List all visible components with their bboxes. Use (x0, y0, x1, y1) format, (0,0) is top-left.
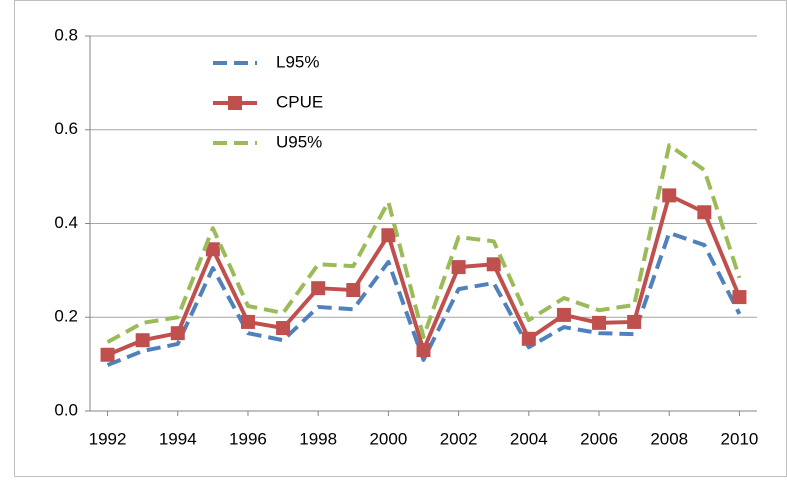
data-point (416, 343, 431, 358)
data-point (276, 321, 291, 336)
data-point (732, 290, 747, 305)
data-point (311, 281, 326, 296)
series-line (106, 143, 742, 344)
legend-label: L95% (276, 52, 319, 71)
x-tick-label: 1992 (89, 429, 127, 448)
x-tick-label: 1994 (159, 429, 197, 448)
data-point (521, 331, 536, 346)
legend-label: CPUE (276, 92, 323, 111)
x-tick-label: 2004 (510, 429, 548, 448)
x-tick-label: 2002 (440, 429, 478, 448)
data-point (135, 333, 150, 348)
x-tick-label: 2000 (369, 429, 407, 448)
legend-marker (228, 96, 242, 110)
data-point (486, 257, 501, 272)
data-point (556, 307, 571, 322)
data-point (381, 228, 396, 243)
legend-label: U95% (276, 132, 322, 151)
data-point (697, 205, 712, 220)
x-tick-label: 1996 (229, 429, 267, 448)
y-tick-label: 0.4 (54, 213, 78, 232)
data-point (346, 283, 361, 298)
data-point (662, 188, 677, 203)
y-tick-label: 0.8 (54, 25, 78, 44)
x-tick-label: 2010 (721, 429, 759, 448)
x-tick-label: 1998 (299, 429, 337, 448)
y-tick-label: 0.2 (54, 307, 78, 326)
data-point (240, 314, 255, 329)
y-tick-label: 0.0 (54, 400, 78, 419)
data-point (451, 260, 466, 275)
data-point (592, 315, 607, 330)
data-point (627, 314, 642, 329)
data-point (100, 347, 115, 362)
data-point (205, 242, 220, 257)
data-point (170, 326, 185, 341)
y-tick-label: 0.6 (54, 119, 78, 138)
x-tick-label: 2006 (580, 429, 618, 448)
x-tick-label: 2008 (650, 429, 688, 448)
series-line (106, 230, 742, 367)
chart-frame (14, 0, 787, 477)
